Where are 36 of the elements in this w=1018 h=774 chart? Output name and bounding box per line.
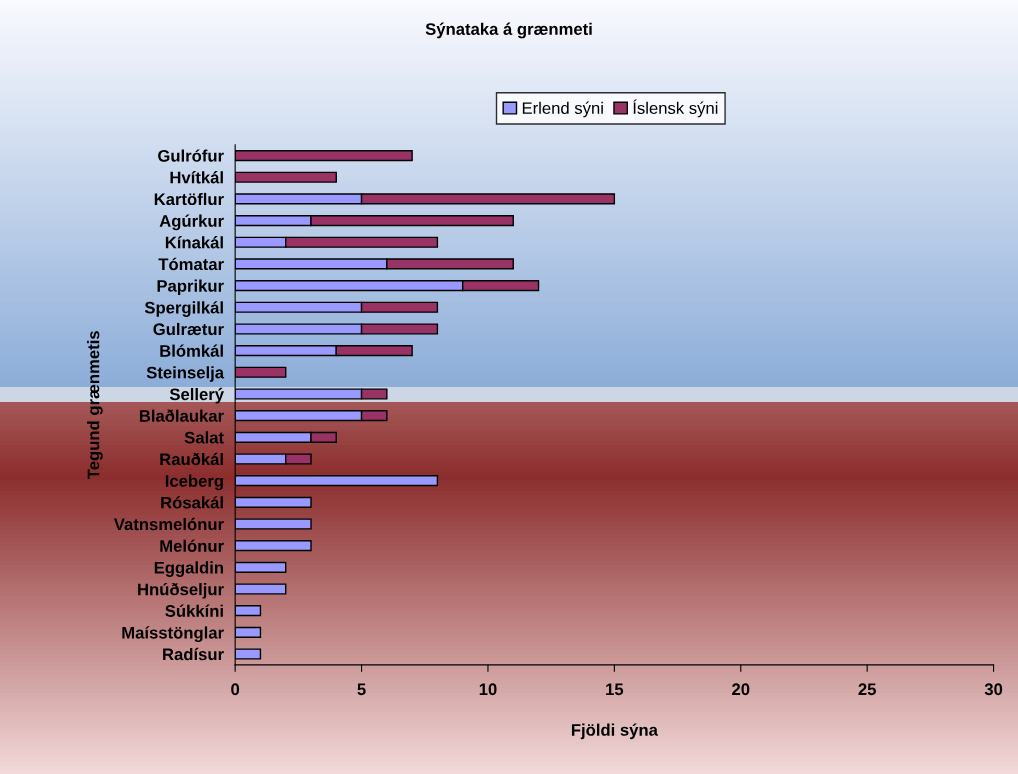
y-tick-label: Steinselja (146, 366, 225, 382)
y-tick-label: Eggaldin (154, 561, 224, 577)
y-tick-label: Gulrófur (158, 149, 224, 162)
y-tick-label: Hvítkál (170, 171, 223, 184)
y-tick-label: Iceberg (165, 474, 223, 491)
y-tick-label: Blaðlaukar (139, 409, 224, 422)
y-tick-label: Maísstönglar (122, 626, 224, 642)
chart-title: Sýnataka á grænmeti (425, 22, 592, 39)
y-tick-label: Blómkál (160, 344, 223, 357)
x-tick-label: 25 (858, 683, 876, 696)
y-tick-label: Spergilkál (144, 301, 223, 317)
x-axis-title: Fjöldi sýna (571, 723, 658, 740)
y-tick-label: Kartöflur (154, 192, 224, 206)
legend-label: Erlend sýni (522, 101, 603, 118)
x-tick-label: 15 (606, 683, 624, 696)
y-tick-label: Rósakál (161, 496, 223, 509)
y-tick-label: Salat (184, 431, 224, 444)
x-tick-label: 30 (984, 683, 1003, 696)
y-tick-label: Tómatar (158, 257, 224, 271)
y-tick-label: Súkkíni (165, 604, 223, 617)
y-tick-label: Radísur (163, 647, 224, 661)
y-tick-label: Hnúðseljur (138, 582, 224, 599)
x-tick-label: 20 (732, 683, 750, 696)
y-tick-label: Rauðkál (160, 452, 223, 466)
x-tick-label: 5 (357, 683, 366, 696)
y-tick-label: Paprikur (157, 279, 224, 296)
y-tick-label: Melónur (160, 539, 224, 552)
x-tick-label: 10 (479, 683, 497, 696)
legend-label: Íslensk sýni (633, 99, 718, 118)
y-tick-label: Vatnsmelónur (113, 517, 224, 531)
y-tick-label: Agúrkur (159, 214, 224, 231)
y-tick-label: Gulrætur (153, 322, 224, 336)
y-axis-title: Tegund grænmetis (87, 331, 103, 479)
x-tick-label: 0 (231, 683, 240, 696)
y-tick-label: Sellerý (169, 387, 224, 404)
y-tick-label: Kínakál (165, 236, 223, 249)
